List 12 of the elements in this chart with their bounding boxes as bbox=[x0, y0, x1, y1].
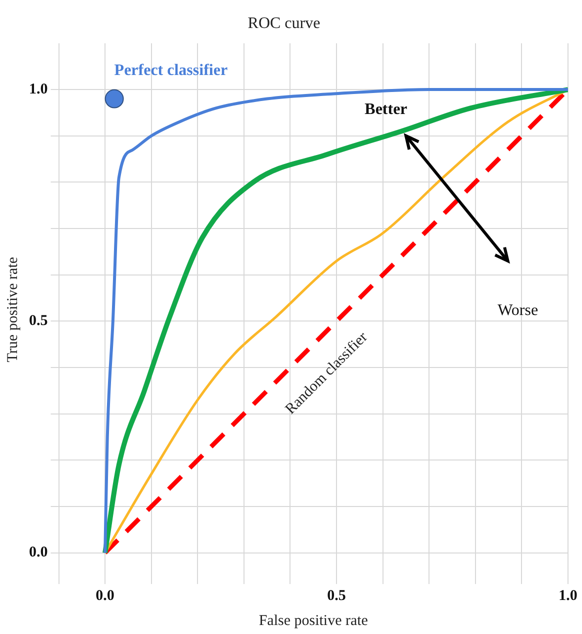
y-tick-label: 0.5 bbox=[29, 313, 48, 330]
y-tick-label: 0.0 bbox=[29, 544, 48, 561]
y-tick-label: 1.0 bbox=[29, 81, 48, 98]
chart-title: ROC curve bbox=[248, 14, 320, 32]
y-axis-title: True positive rate bbox=[4, 256, 21, 362]
series-label: Perfect classifier bbox=[114, 62, 228, 79]
x-tick-label: 0.5 bbox=[327, 588, 346, 604]
x-tick-label: 0.0 bbox=[96, 588, 114, 604]
annotation: Worse bbox=[498, 302, 538, 320]
x-axis-title: False positive rate bbox=[258, 612, 368, 629]
annotation: Better bbox=[364, 101, 408, 118]
x-tick-label: 1.0 bbox=[558, 588, 578, 604]
